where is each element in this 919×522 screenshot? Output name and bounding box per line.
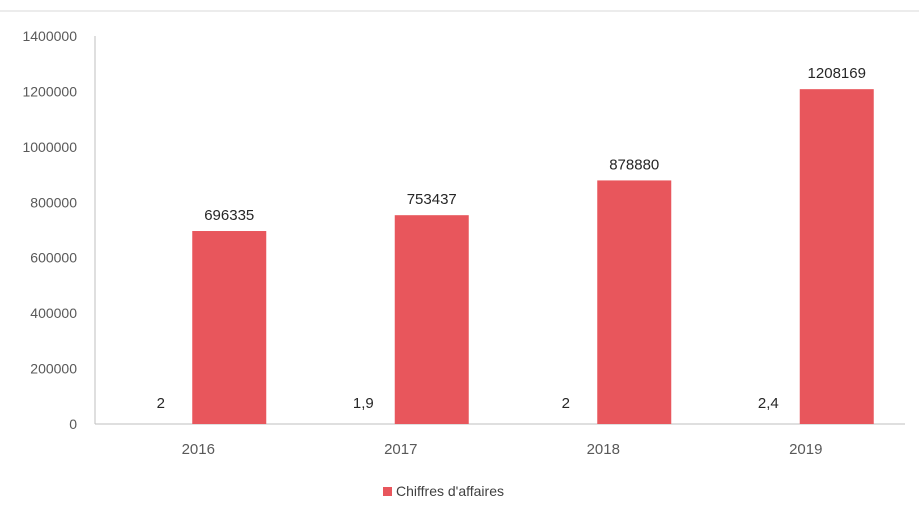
y-tick-label: 800000	[30, 194, 77, 210]
legend: Chiffres d'affaires	[383, 483, 504, 499]
data-label-small-series: 2	[562, 395, 570, 412]
data-label-small-series: 2,4	[758, 395, 779, 412]
y-tick-label: 1000000	[22, 139, 77, 155]
y-tick-label: 1400000	[22, 28, 77, 44]
data-label-chiffres-affaires: 696335	[204, 207, 254, 224]
data-label-chiffres-affaires: 1208169	[808, 65, 866, 82]
data-label-small-series: 1,9	[353, 395, 374, 412]
x-category-label: 2018	[587, 441, 620, 458]
legend-swatch	[383, 486, 392, 496]
bars-group: 2 696335 1,9 753437 2 878880 2,4 1208169	[150, 65, 874, 425]
y-tick-label: 600000	[30, 250, 77, 266]
data-label-small-series: 2	[157, 395, 165, 412]
x-category-label: 2019	[789, 441, 822, 458]
y-tick-label: 1200000	[22, 83, 77, 99]
x-category-label: 2016	[182, 441, 215, 458]
legend-label: Chiffres d'affaires	[396, 483, 504, 499]
data-label-chiffres-affaires: 753437	[407, 191, 457, 208]
x-axis-categories: 2016 2017 2018 2019	[182, 441, 823, 458]
y-tick-label: 400000	[30, 305, 77, 321]
y-tick-label: 0	[69, 416, 77, 432]
y-tick-label: 200000	[30, 361, 77, 377]
bar-chiffres-affaires	[192, 231, 267, 424]
y-axis-ticks: 0 200000 400000 600000 800000 1000000 1200000 1…	[22, 28, 77, 432]
x-category-label: 2017	[384, 441, 417, 458]
data-label-chiffres-affaires: 878880	[609, 156, 659, 173]
bar-chiffres-affaires	[394, 215, 469, 424]
bar-chiffres-affaires	[597, 180, 672, 424]
bar-chiffres-affaires	[799, 89, 874, 425]
